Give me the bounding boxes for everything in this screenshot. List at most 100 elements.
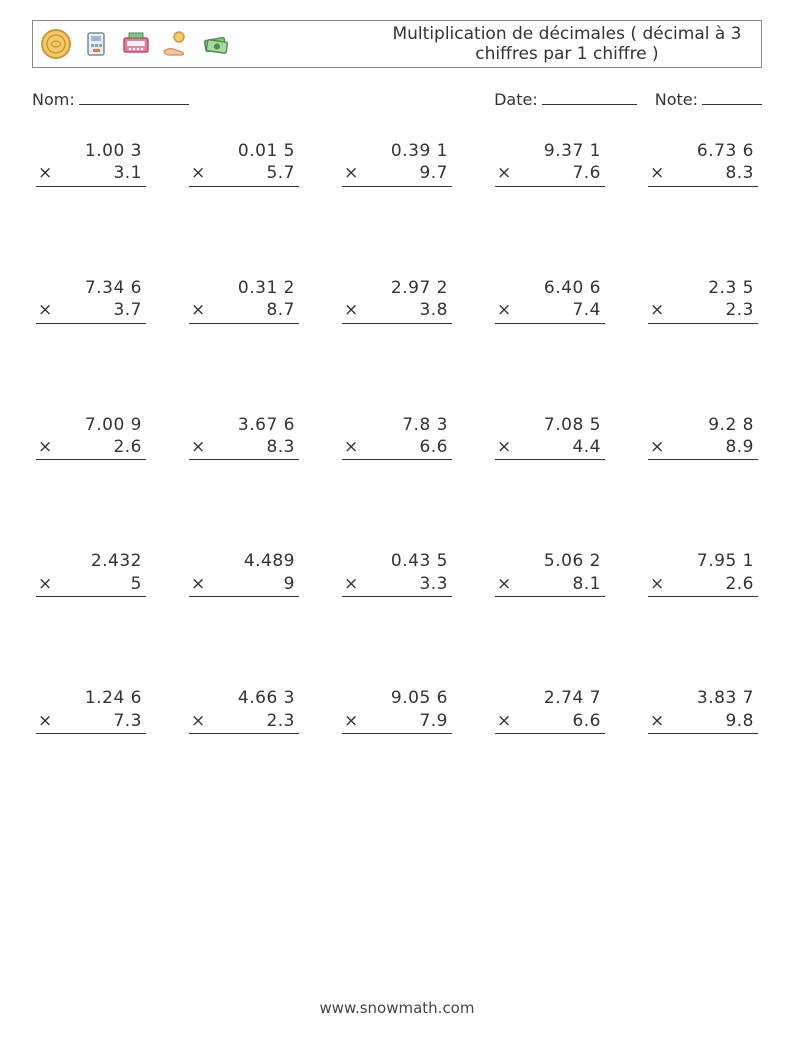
name-label: Nom: — [32, 90, 75, 109]
multiplier: 9.7 — [358, 163, 448, 183]
problem-row: 7.00 9×2.63.67 6×8.37.8 3×6.67.08 5×4.49… — [36, 414, 758, 461]
multiplicand: 2.432 — [52, 551, 142, 571]
multiplicand: 1.00 3 — [52, 141, 142, 161]
multiplier: 7.3 — [52, 711, 142, 731]
problem-rule — [648, 323, 758, 324]
problem: 7.34 6×3.7 — [36, 277, 146, 324]
problem: 9.05 6×7.9 — [342, 687, 452, 734]
multiplicand: 6.73 6 — [664, 141, 754, 161]
problem: 7.95 1×2.6 — [648, 550, 758, 597]
problem: 6.73 6×8.3 — [648, 140, 758, 187]
multiplier: 6.6 — [358, 437, 448, 457]
note-blank[interactable] — [702, 90, 762, 105]
problem: 0.01 5×5.7 — [189, 140, 299, 187]
problem: 9.2 8×8.9 — [648, 414, 758, 461]
multiplicand: 1.24 6 — [52, 688, 142, 708]
multiplier: 3.7 — [52, 300, 142, 320]
multiplier: 3.3 — [358, 574, 448, 594]
operator: × — [344, 711, 358, 731]
problem: 0.39 1×9.7 — [342, 140, 452, 187]
problem-row: 1.00 3×3.10.01 5×5.70.39 1×9.79.37 1×7.6… — [36, 140, 758, 187]
problem-rule — [189, 459, 299, 460]
multiplicand: 2.97 2 — [358, 278, 448, 298]
operator: × — [38, 711, 52, 731]
multiplier: 8.1 — [511, 574, 601, 594]
operator: × — [650, 300, 664, 320]
problem: 2.74 7×6.6 — [495, 687, 605, 734]
multiplier: 4.4 — [511, 437, 601, 457]
multiplicand: 9.05 6 — [358, 688, 448, 708]
problem-row: 2.432×54.489×90.43 5×3.35.06 2×8.17.95 1… — [36, 550, 758, 597]
multiplicand: 0.39 1 — [358, 141, 448, 161]
problem-rule — [189, 323, 299, 324]
multiplicand: 5.06 2 — [511, 551, 601, 571]
operator: × — [497, 300, 511, 320]
multiplier: 7.4 — [511, 300, 601, 320]
multiplier: 9.8 — [664, 711, 754, 731]
problem-rule — [342, 459, 452, 460]
date-blank[interactable] — [542, 90, 637, 105]
problem-row: 1.24 6×7.34.66 3×2.39.05 6×7.92.74 7×6.6… — [36, 687, 758, 734]
hand-coin-icon — [159, 27, 193, 61]
multiplicand: 0.31 2 — [205, 278, 295, 298]
coin-icon — [39, 27, 73, 61]
multiplicand: 7.08 5 — [511, 415, 601, 435]
problem: 9.37 1×7.6 — [495, 140, 605, 187]
multiplier: 7.6 — [511, 163, 601, 183]
problem: 5.06 2×8.1 — [495, 550, 605, 597]
name-blank[interactable] — [79, 90, 189, 105]
operator: × — [344, 574, 358, 594]
operator: × — [191, 300, 205, 320]
operator: × — [497, 437, 511, 457]
problem-rule — [495, 596, 605, 597]
multiplier: 8.3 — [205, 437, 295, 457]
problem-rule — [342, 733, 452, 734]
problem: 1.24 6×7.3 — [36, 687, 146, 734]
info-row: Nom: Date: Note: — [32, 90, 762, 109]
problem: 2.97 2×3.8 — [342, 277, 452, 324]
problem-rule — [342, 186, 452, 187]
problem: 4.66 3×2.3 — [189, 687, 299, 734]
operator: × — [344, 163, 358, 183]
problem-rule — [648, 459, 758, 460]
operator: × — [38, 300, 52, 320]
problem-rule — [36, 733, 146, 734]
multiplier: 3.8 — [358, 300, 448, 320]
operator: × — [497, 574, 511, 594]
problem-rule — [189, 733, 299, 734]
multiplier: 2.6 — [52, 437, 142, 457]
multiplier: 5 — [52, 574, 142, 594]
operator: × — [497, 711, 511, 731]
problem-row: 7.34 6×3.70.31 2×8.72.97 2×3.86.40 6×7.4… — [36, 277, 758, 324]
cash-icon — [199, 27, 233, 61]
multiplicand: 7.34 6 — [52, 278, 142, 298]
problem-rule — [648, 186, 758, 187]
problem: 0.43 5×3.3 — [342, 550, 452, 597]
multiplier: 2.3 — [664, 300, 754, 320]
operator: × — [497, 163, 511, 183]
problem: 3.83 7×9.8 — [648, 687, 758, 734]
multiplier: 8.3 — [664, 163, 754, 183]
operator: × — [650, 437, 664, 457]
worksheet-title-wrap: Multiplication de décimales ( décimal à … — [233, 21, 761, 67]
problem: 7.00 9×2.6 — [36, 414, 146, 461]
problem-rule — [342, 596, 452, 597]
multiplier: 8.9 — [664, 437, 754, 457]
footer-url: www.snowmath.com — [0, 999, 794, 1017]
multiplicand: 6.40 6 — [511, 278, 601, 298]
multiplier: 6.6 — [511, 711, 601, 731]
problem: 0.31 2×8.7 — [189, 277, 299, 324]
multiplicand: 3.83 7 — [664, 688, 754, 708]
problem-rule — [495, 459, 605, 460]
problem-rule — [36, 459, 146, 460]
multiplicand: 0.43 5 — [358, 551, 448, 571]
multiplicand: 9.2 8 — [664, 415, 754, 435]
card-reader-icon — [79, 27, 113, 61]
problem-rule — [189, 186, 299, 187]
problem: 6.40 6×7.4 — [495, 277, 605, 324]
multiplier: 7.9 — [358, 711, 448, 731]
multiplicand: 4.489 — [205, 551, 295, 571]
multiplicand: 7.95 1 — [664, 551, 754, 571]
operator: × — [191, 711, 205, 731]
problem-rule — [189, 596, 299, 597]
